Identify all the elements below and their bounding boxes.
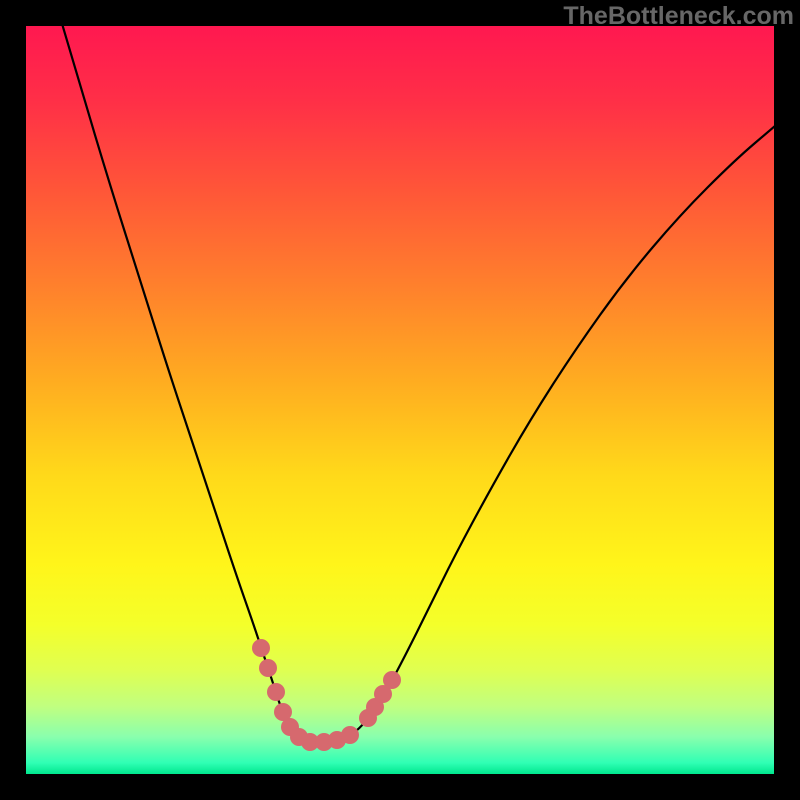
curve-marker (383, 671, 401, 689)
plot-area (26, 26, 774, 774)
chart-svg (26, 26, 774, 774)
curve-marker (341, 726, 359, 744)
watermark-label: TheBottleneck.com (563, 2, 794, 31)
bottleneck-curve (55, 26, 774, 742)
curve-marker (252, 639, 270, 657)
curve-marker (259, 659, 277, 677)
curve-marker (267, 683, 285, 701)
